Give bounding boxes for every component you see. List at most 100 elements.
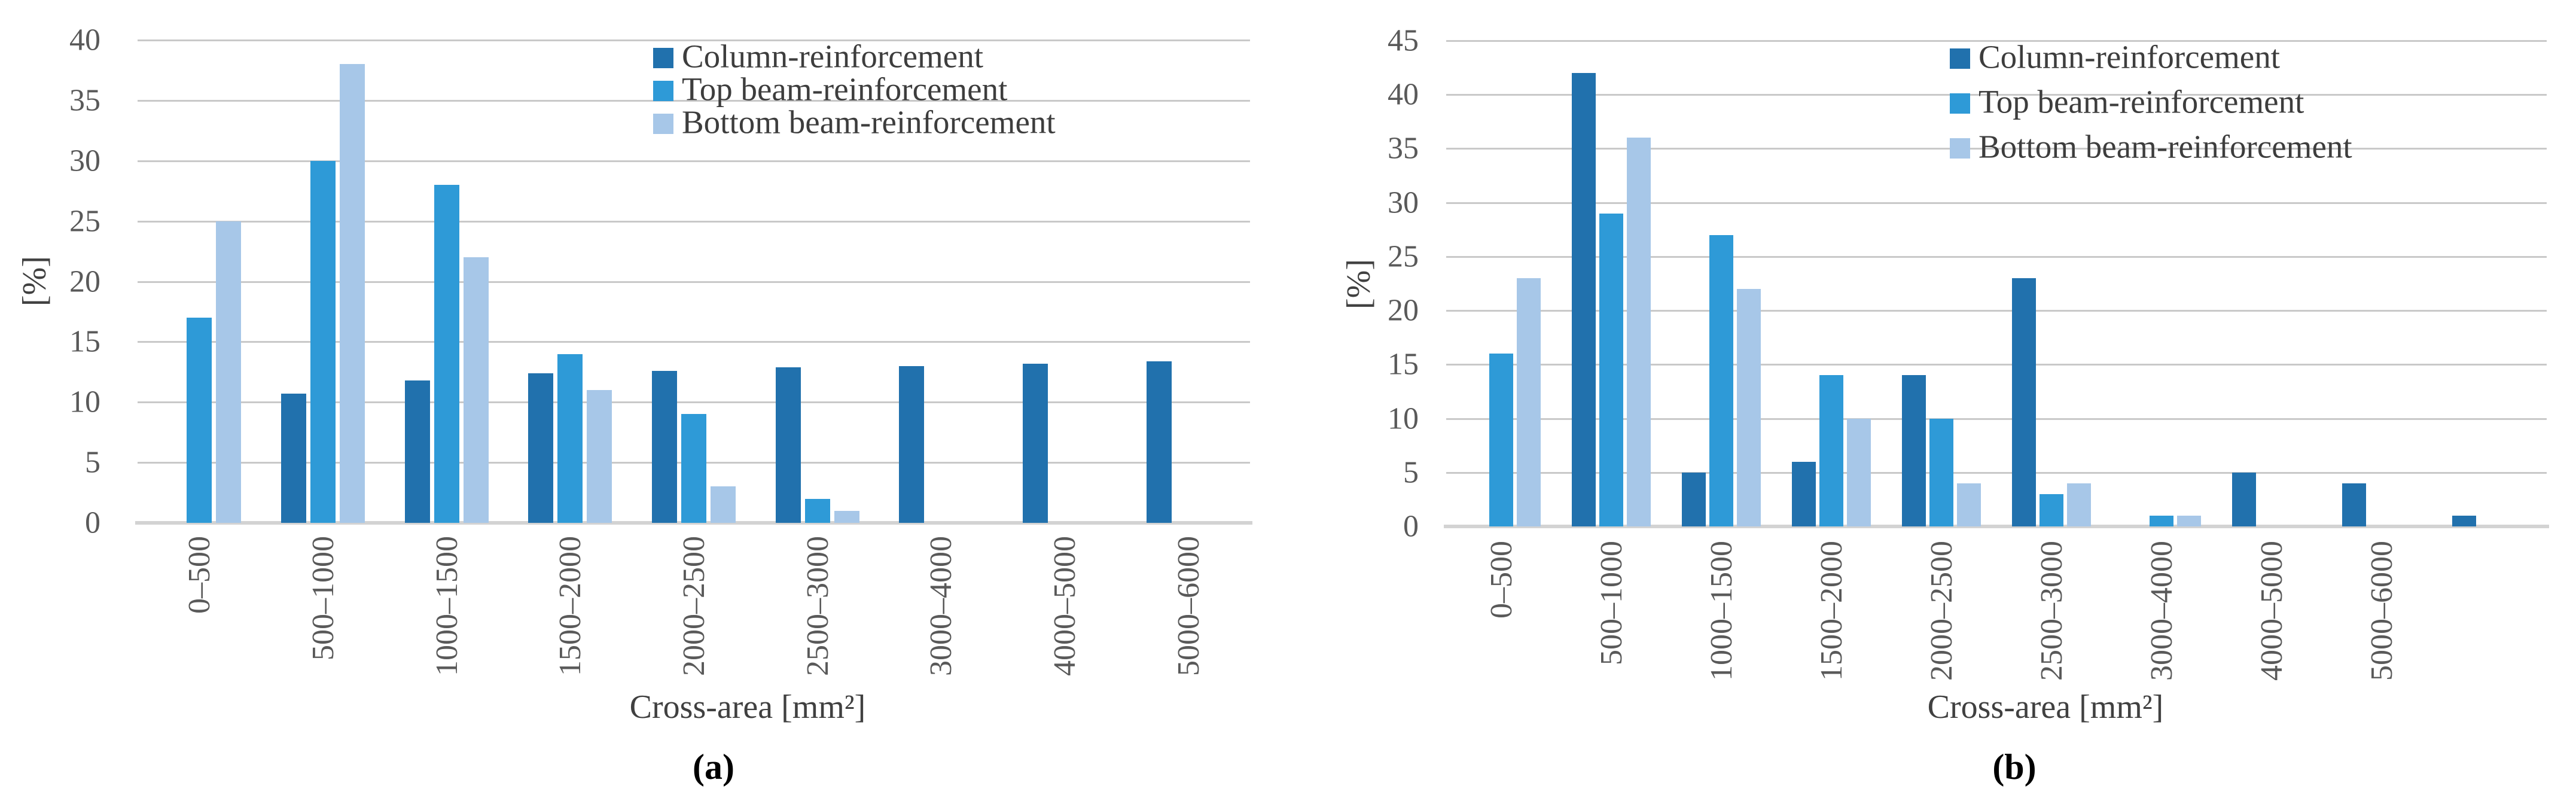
legend-swatch-1	[653, 81, 673, 101]
x-tick-label: 2500–3000	[2035, 541, 2069, 681]
gridline-35	[1446, 148, 2547, 150]
gridline-35	[138, 100, 1250, 102]
legend-label-2: Bottom beam-reinforcement	[1979, 128, 2352, 165]
x-tick-label: 5000–6000	[2365, 541, 2399, 681]
y-tick-label: 0	[1403, 509, 1419, 544]
legend-label-0: Column-reinforcement	[682, 38, 983, 75]
gridline-30	[1446, 202, 2547, 204]
y-tick-label: 30	[69, 144, 100, 178]
y-tick-label: 10	[1388, 401, 1419, 436]
gridline-20	[1446, 310, 2547, 312]
bar-s1-c5	[805, 499, 830, 523]
bar-s0-c7	[2232, 473, 2256, 526]
bar-s0-c8	[1147, 361, 1172, 523]
bar-s2-c1	[340, 64, 365, 523]
y-tick-label: 20	[69, 264, 100, 299]
bar-s0-c5	[2012, 278, 2036, 526]
gridline-45	[1446, 40, 2547, 42]
bar-s2-c5	[834, 511, 859, 523]
bar-s2-c3	[587, 390, 612, 523]
gridline-30	[138, 160, 1250, 162]
x-tick-label: 1000–1500	[1705, 541, 1739, 681]
gridline-10	[138, 401, 1250, 403]
bar-s0-c2	[405, 380, 430, 523]
x-axis-line	[1444, 525, 2549, 528]
x-tick-label: 1500–2000	[1815, 541, 1849, 681]
y-tick-label: 35	[69, 83, 100, 118]
bar-s0-c3	[1792, 462, 1816, 526]
legend-swatch-2	[653, 114, 673, 134]
legend-swatch-2	[1950, 138, 1970, 159]
y-tick-label: 20	[1388, 293, 1419, 328]
bar-s0-c3	[528, 373, 553, 523]
x-axis-title: Cross-area [mm²]	[629, 689, 866, 726]
bar-s2-c6	[2177, 516, 2201, 526]
bar-s1-c0	[1489, 354, 1513, 526]
bar-s2-c4	[711, 486, 736, 523]
bar-s1-c4	[1929, 419, 1953, 526]
legend-label-1: Top beam-reinforcement	[682, 71, 1008, 108]
x-axis-title: Cross-area [mm²]	[1927, 689, 2164, 726]
bar-s0-c7	[1023, 364, 1048, 523]
y-tick-label: 45	[1388, 23, 1419, 58]
bar-s1-c2	[1709, 235, 1733, 526]
legend-label-0: Column-reinforcement	[1979, 38, 2280, 75]
bar-s2-c2	[464, 257, 489, 523]
panel-caption-b: (b)	[1992, 747, 2037, 787]
legend-swatch-0	[1950, 48, 1970, 69]
bar-s2-c0	[216, 221, 241, 523]
bar-s0-c2	[1682, 473, 1706, 526]
bar-s0-c1	[1572, 73, 1596, 526]
legend-label-2: Bottom beam-reinforcement	[682, 103, 1056, 141]
bar-s1-c3	[557, 354, 583, 523]
x-tick-label: 0–500	[1484, 541, 1519, 619]
bar-s1-c1	[310, 161, 336, 523]
y-tick-label: 35	[1388, 131, 1419, 166]
gridline-25	[138, 221, 1250, 223]
bar-s0-c4	[1902, 375, 1926, 526]
bar-s1-c6	[2150, 516, 2173, 526]
bar-s0-c5	[776, 367, 801, 523]
gridline-15	[1446, 364, 2547, 366]
y-axis-label: [%]	[1340, 259, 1377, 309]
bar-s0-c4	[652, 371, 677, 523]
panel-caption-a: (a)	[693, 747, 734, 787]
bar-s0-c8	[2342, 483, 2366, 526]
y-tick-label: 15	[1388, 347, 1419, 382]
legend-label-1: Top beam-reinforcement	[1979, 83, 2304, 120]
bar-s1-c1	[1599, 214, 1623, 526]
bar-s2-c3	[1847, 419, 1871, 526]
x-tick-label: 2000–2500	[1925, 541, 1959, 681]
bar-s1-c2	[434, 185, 459, 523]
bar-s1-c0	[187, 318, 212, 523]
y-tick-label: 40	[1388, 77, 1419, 112]
y-tick-label: 40	[69, 23, 100, 57]
bar-s1-c5	[2040, 494, 2063, 526]
bar-s2-c2	[1737, 289, 1761, 526]
gridline-40	[1446, 94, 2547, 96]
bar-s0-c6	[899, 366, 924, 523]
gridline-10	[1446, 418, 2547, 420]
bar-s2-c5	[2067, 483, 2091, 526]
bar-s2-c1	[1627, 138, 1651, 526]
y-tick-label: 15	[69, 324, 100, 359]
legend-swatch-1	[1950, 93, 1970, 114]
y-tick-label: 10	[69, 385, 100, 419]
bar-s2-c0	[1517, 278, 1541, 526]
gridline-25	[1446, 256, 2547, 258]
gridline-5	[1446, 472, 2547, 474]
bar-s1-c4	[681, 414, 706, 523]
x-axis-line	[135, 521, 1252, 525]
y-tick-label: 5	[85, 445, 100, 480]
bar-s2-c4	[1957, 483, 1981, 526]
x-tick-label: 4000–5000	[2255, 541, 2289, 681]
legend-swatch-0	[653, 48, 673, 68]
y-tick-label: 25	[1388, 239, 1419, 274]
gridline-20	[138, 281, 1250, 283]
x-tick-label: 3000–4000	[2145, 541, 2179, 681]
bar-s0-c9	[2452, 516, 2476, 526]
y-tick-label: 25	[69, 204, 100, 239]
